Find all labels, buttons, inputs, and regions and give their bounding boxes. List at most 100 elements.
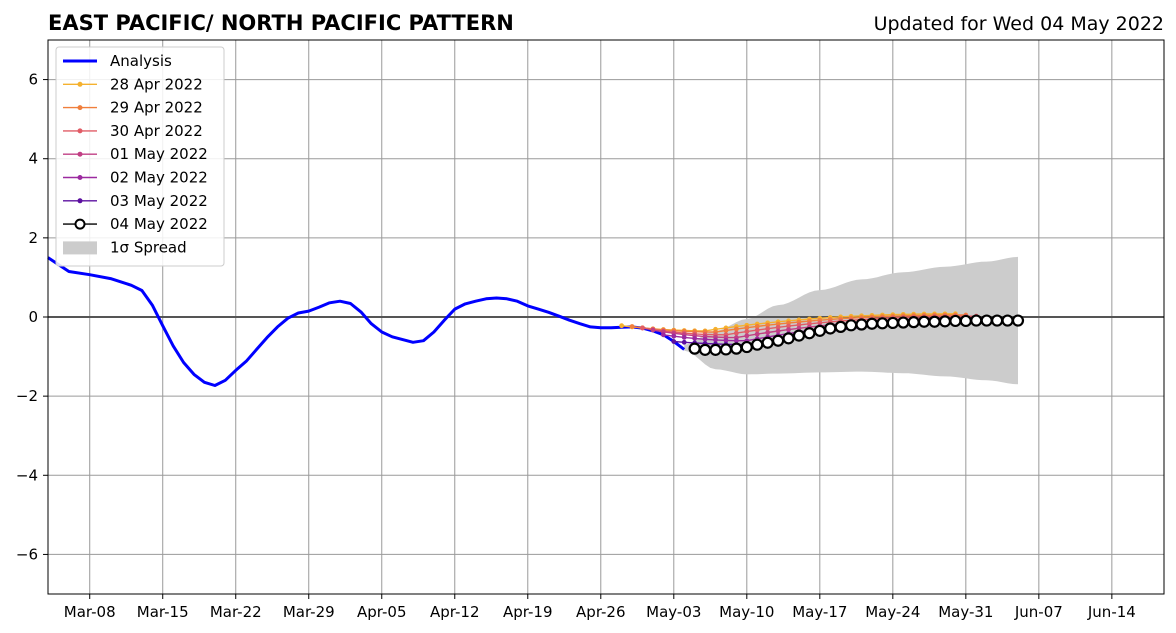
forecast-point — [744, 333, 750, 339]
legend-marker — [77, 81, 83, 87]
legend-label: 29 Apr 2022 — [110, 99, 203, 117]
forecast-point — [719, 343, 733, 356]
forecast-point — [938, 315, 952, 328]
axis-ticks: Mar-08 Mar-15 Mar-22 Mar-29 Apr-05 Apr-12 Apr-… — [16, 71, 1136, 621]
x-tick-label: Mar-22 — [210, 603, 262, 621]
forecast-point — [698, 343, 712, 356]
x-tick-label: Jun-14 — [1087, 603, 1136, 621]
forecast-point — [692, 336, 698, 341]
legend-label: 02 May 2022 — [110, 169, 208, 187]
forecast-point — [775, 328, 781, 334]
forecast-point — [803, 327, 816, 340]
legend-box — [55, 46, 225, 267]
y-tick-label: 0 — [28, 308, 38, 326]
x-tick-label: Mar-15 — [137, 603, 189, 621]
forecast-point — [733, 326, 739, 332]
forecast-point — [761, 336, 774, 349]
legend-marker — [77, 128, 83, 134]
legend-label: 1σ Spread — [110, 238, 187, 256]
y-tick-label: −2 — [16, 387, 38, 405]
forecast-point — [681, 339, 687, 345]
x-tick-label: Mar-29 — [283, 603, 335, 621]
x-tick-label: Apr-19 — [503, 603, 553, 621]
forecast-point — [845, 319, 858, 332]
forecast-point — [709, 343, 722, 356]
forecast-point — [619, 323, 625, 329]
forecast-point — [786, 327, 791, 333]
x-tick-label: May-31 — [938, 603, 993, 621]
forecast-point — [897, 316, 910, 329]
forecast-point — [824, 322, 837, 335]
x-tick-label: Mar-08 — [64, 603, 116, 621]
legend: Analysis 28 Apr 2022 29 Apr 2022 30 Apr 202… — [55, 46, 225, 267]
forecast-point — [702, 336, 708, 342]
forecast-point — [671, 339, 677, 344]
legend-marker — [77, 151, 83, 157]
forecast-point — [754, 331, 760, 337]
forecast-point — [949, 314, 962, 328]
x-tick-label: Apr-12 — [430, 603, 480, 621]
analysis-line — [47, 256, 686, 387]
y-tick-label: −6 — [16, 545, 38, 563]
forecast-point — [713, 337, 718, 343]
forecast-point — [980, 314, 993, 327]
x-tick-label: May-17 — [792, 603, 847, 621]
y-tick-label: −4 — [16, 466, 38, 484]
forecast-point — [754, 327, 760, 333]
y-tick-label: 6 — [28, 71, 38, 89]
legend-marker — [74, 218, 86, 230]
forecast-point — [928, 315, 941, 328]
chart-subtitle: Updated for Wed 04 May 2022 — [874, 13, 1164, 35]
forecast-point — [723, 337, 729, 343]
forecast-point — [765, 326, 771, 332]
forecast-point — [744, 325, 750, 331]
forecast-point — [959, 314, 972, 328]
forecast-point — [782, 332, 795, 345]
legend-marker — [77, 175, 83, 180]
forecast-point — [865, 317, 879, 330]
series — [47, 256, 1025, 387]
forecast-point — [629, 324, 635, 329]
x-tick-label: Apr-05 — [357, 603, 407, 621]
legend-label: 03 May 2022 — [110, 192, 208, 210]
forecast-point — [660, 332, 666, 338]
forecast-point — [730, 342, 743, 355]
forecast-point — [640, 325, 645, 331]
x-tick-label: Jun-07 — [1014, 603, 1063, 621]
legend-marker — [77, 105, 83, 111]
forecast-point — [886, 316, 899, 330]
forecast-point — [991, 314, 1004, 327]
forecast-point — [733, 330, 739, 336]
forecast-point — [876, 317, 889, 330]
x-tick-label: May-24 — [865, 603, 920, 621]
forecast-point — [751, 338, 764, 351]
forecast-point — [671, 333, 677, 339]
legend-swatch — [63, 241, 97, 255]
forecast-point — [792, 329, 806, 342]
x-tick-label: May-10 — [719, 603, 774, 621]
legend-marker — [77, 198, 83, 204]
forecast-point — [907, 316, 920, 329]
x-tick-label: May-03 — [646, 603, 701, 621]
forecast-point — [1001, 314, 1014, 327]
y-tick-label: 2 — [28, 229, 38, 247]
y-tick-label: 4 — [28, 150, 38, 168]
legend-label: 28 Apr 2022 — [110, 75, 203, 93]
forecast-point — [681, 335, 687, 340]
forecast-point — [771, 334, 785, 347]
x-tick-label: Apr-26 — [576, 603, 626, 621]
forecast-point — [733, 338, 739, 344]
forecast-point — [970, 314, 983, 327]
forecast-point — [813, 324, 826, 337]
forecast-point — [650, 327, 656, 333]
legend-label: 04 May 2022 — [110, 215, 208, 233]
forecast-point — [1011, 314, 1025, 327]
forecast-point — [744, 329, 750, 334]
forecast-point — [765, 330, 771, 335]
forecast-point — [855, 318, 868, 331]
legend-label: 01 May 2022 — [110, 145, 208, 163]
forecast-point — [723, 328, 729, 333]
forecast-point — [918, 315, 931, 328]
forecast-point — [740, 340, 753, 354]
